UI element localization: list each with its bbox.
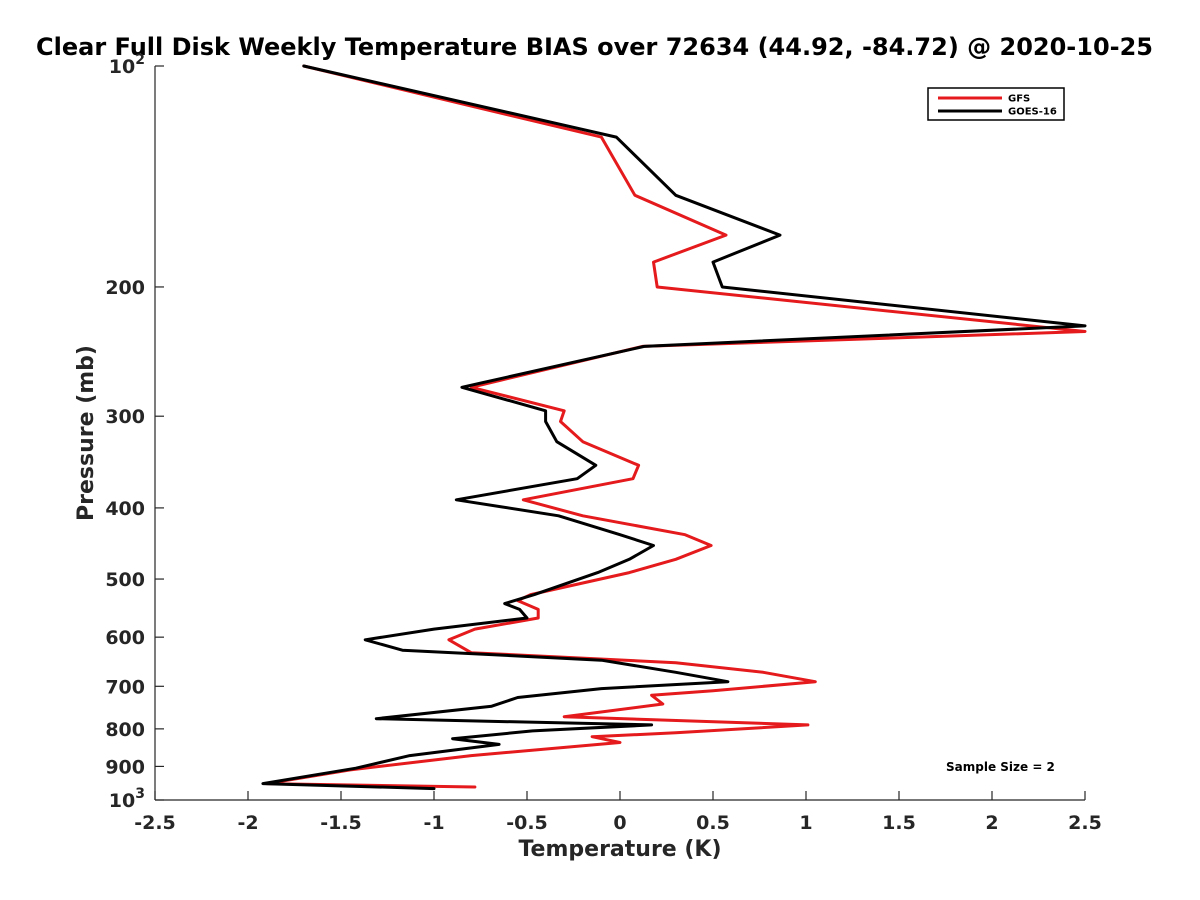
chart-title: Clear Full Disk Weekly Temperature BIAS …: [36, 33, 1153, 61]
x-tick-label: 2.5: [1068, 812, 1102, 834]
series-line-gfs: [265, 64, 1087, 789]
x-tick-label: 0.5: [696, 812, 730, 834]
y-tick-base: 600: [105, 627, 145, 649]
y-tick-base: 200: [105, 277, 145, 299]
y-tick-base: 700: [105, 676, 145, 698]
x-tick-label: -2.5: [134, 812, 176, 834]
y-tick-label: 400: [105, 498, 145, 520]
x-tick-label: -1.5: [320, 812, 362, 834]
x-ticks: -2.5 -2 -1.5 -1 -0.5 0 0.5 1 1.5 2 2.5: [134, 791, 1102, 834]
y-tick-label: 103: [109, 786, 145, 812]
y-tick-base: 10: [109, 56, 135, 78]
y-tick-label: 300: [105, 406, 145, 428]
y-tick-base: 800: [105, 719, 145, 741]
x-axis-label: Temperature (K): [518, 837, 721, 862]
x-tick-label: 0: [613, 812, 626, 834]
y-tick-label: 500: [105, 569, 145, 591]
y-axis-label: Pressure (mb): [74, 345, 99, 521]
legend-label: GFS: [1008, 94, 1030, 105]
x-tick-label: -0.5: [506, 812, 548, 834]
legend-box: [927, 87, 1065, 121]
y-tick-label: 900: [105, 756, 145, 778]
axes: [154, 66, 1085, 801]
y-tick-exponent: 2: [135, 52, 145, 68]
sample-size-annotation: Sample Size = 2: [946, 760, 1055, 774]
x-tick-label: 1.5: [882, 812, 916, 834]
x-tick-label: 2: [985, 812, 998, 834]
y-tick-base: 300: [105, 406, 145, 428]
y-tick-label: 700: [105, 676, 145, 698]
legend: GFS GOES-16: [927, 87, 1065, 121]
x-tick-label: 1: [799, 812, 812, 834]
y-tick-base: 400: [105, 498, 145, 520]
y-tick-label: 600: [105, 627, 145, 649]
y-tick-label: 102: [109, 52, 145, 78]
y-tick-label: 200: [105, 277, 145, 299]
legend-label: GOES-16: [1008, 107, 1057, 118]
y-tick-base: 500: [105, 569, 145, 591]
x-tick-label: -1: [423, 812, 444, 834]
y-tick-exponent: 3: [135, 786, 145, 802]
y-tick-label: 800: [105, 719, 145, 741]
y-tick-base: 10: [109, 790, 135, 812]
x-tick-label: -2: [237, 812, 258, 834]
series-group: [261, 64, 1087, 791]
y-tick-base: 900: [105, 756, 145, 778]
series-line-goes-16: [261, 64, 1087, 791]
